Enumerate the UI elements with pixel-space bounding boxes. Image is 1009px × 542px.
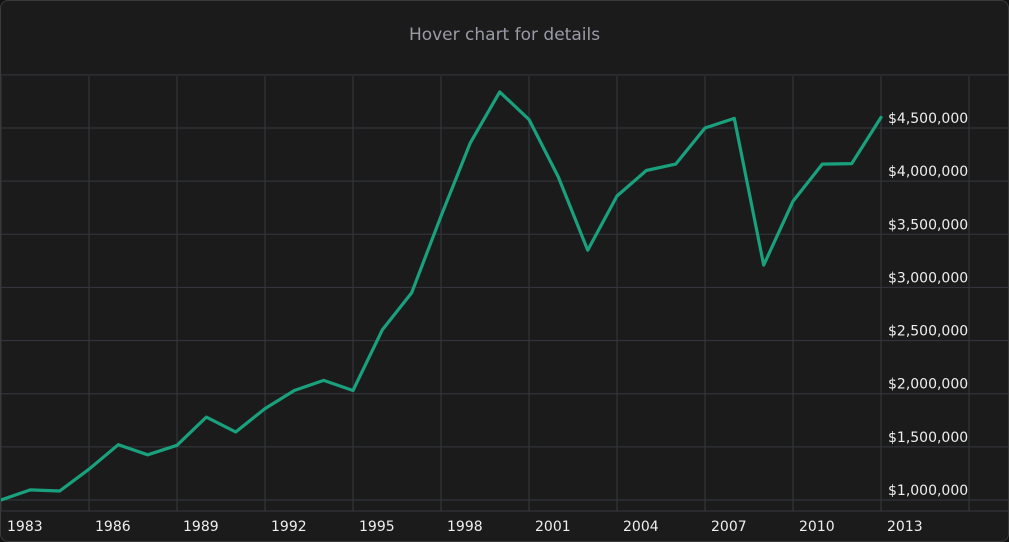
x-tick-label: 2010 <box>799 519 835 535</box>
data-point[interactable] <box>611 190 623 202</box>
x-tick-label: 1983 <box>7 519 43 535</box>
data-point[interactable] <box>640 165 652 177</box>
data-point[interactable] <box>435 210 447 222</box>
data-point[interactable] <box>288 385 300 397</box>
data-point[interactable] <box>1 494 7 506</box>
data-point[interactable] <box>758 259 770 271</box>
data-point[interactable] <box>171 439 183 451</box>
data-point[interactable] <box>464 137 476 149</box>
x-tick-label: 2001 <box>535 519 571 535</box>
y-axis-labels: $1,000,000 $1,500,000 $2,000,000 $2,500,000… <box>888 111 968 499</box>
y-tick-label: $1,500,000 <box>888 430 968 446</box>
data-point[interactable] <box>670 158 682 170</box>
data-point[interactable] <box>142 449 154 461</box>
data-point[interactable] <box>846 158 858 170</box>
data-point[interactable] <box>200 411 212 423</box>
x-axis-labels: 1983 1986 1989 1992 1995 1998 2001 2004 2007 2010… <box>7 519 923 535</box>
data-point[interactable] <box>230 426 242 438</box>
x-tick-label: 2004 <box>623 519 659 535</box>
x-tick-label: 2013 <box>887 519 923 535</box>
hover-hint: Hover chart for details <box>408 25 601 45</box>
data-point[interactable] <box>699 122 711 134</box>
data-point[interactable] <box>523 113 535 125</box>
x-tick-label: 2007 <box>711 519 747 535</box>
data-point[interactable] <box>259 403 271 415</box>
data-point[interactable] <box>83 463 95 475</box>
data-point[interactable] <box>787 195 799 207</box>
x-tick-label: 1986 <box>95 519 131 535</box>
data-point[interactable] <box>552 171 564 183</box>
y-tick-label: $2,000,000 <box>888 377 968 393</box>
data-point[interactable] <box>24 484 36 496</box>
x-tick-label: 1992 <box>271 519 307 535</box>
data-point[interactable] <box>406 287 418 299</box>
y-tick-label: $4,000,000 <box>888 164 968 180</box>
x-tick-label: 1989 <box>183 519 219 535</box>
data-point[interactable] <box>494 86 506 98</box>
x-tick-label: 1995 <box>359 519 395 535</box>
data-point[interactable] <box>376 324 388 336</box>
data-point[interactable] <box>728 112 740 124</box>
grid <box>1 74 1008 512</box>
data-point[interactable] <box>582 244 594 256</box>
y-tick-label: $1,000,000 <box>888 483 968 499</box>
y-tick-label: $4,500,000 <box>888 111 968 127</box>
data-point[interactable] <box>54 485 66 497</box>
data-point[interactable] <box>347 385 359 397</box>
data-point[interactable] <box>318 374 330 386</box>
series-line-0 <box>1 90 883 502</box>
y-tick-label: $3,500,000 <box>888 217 968 233</box>
y-tick-label: $3,000,000 <box>888 270 968 286</box>
y-tick-label: $2,500,000 <box>888 324 968 340</box>
data-point[interactable] <box>816 158 828 170</box>
data-point[interactable] <box>875 111 887 123</box>
series <box>1 86 887 506</box>
data-point[interactable] <box>112 439 124 451</box>
x-tick-label: 1998 <box>447 519 483 535</box>
